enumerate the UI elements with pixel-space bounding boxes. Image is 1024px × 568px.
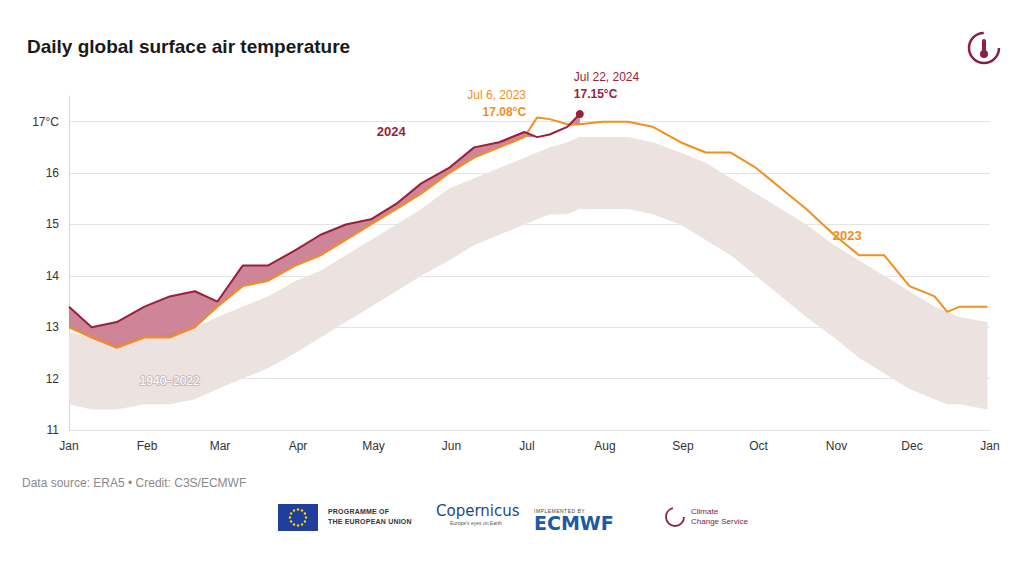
svg-text:17°C: 17°C — [32, 115, 59, 129]
svg-text:Mar: Mar — [210, 439, 231, 453]
svg-text:Jun: Jun — [442, 439, 461, 453]
svg-text:Jan: Jan — [980, 439, 999, 453]
svg-text:May: May — [362, 439, 385, 453]
svg-text:14: 14 — [46, 269, 60, 283]
svg-text:Sep: Sep — [672, 439, 694, 453]
svg-text:11: 11 — [47, 423, 60, 437]
svg-text:Feb: Feb — [137, 439, 158, 453]
svg-text:12: 12 — [46, 372, 60, 386]
svg-text:2023: 2023 — [833, 228, 862, 243]
svg-text:17.15°C: 17.15°C — [574, 87, 618, 101]
svg-text:Apr: Apr — [289, 439, 308, 453]
html-text:Europe's eyes on Earth: Europe's eyes on Earth — [450, 520, 502, 526]
html-text:Climate: Climate — [691, 507, 719, 516]
svg-text:Oct: Oct — [749, 439, 768, 453]
html-text:THE EUROPEAN UNION: THE EUROPEAN UNION — [328, 518, 412, 525]
svg-text:1940–2022: 1940–2022 — [140, 374, 200, 388]
svg-text:2024: 2024 — [377, 124, 407, 139]
html-text:Data source: ERA5 • Credit: C3: Data source: ERA5 • Credit: C3S/ECMWF — [22, 476, 247, 490]
svg-text:Daily global surface air tempe: Daily global surface air temperature — [27, 36, 350, 57]
svg-text:Jul 6, 2023: Jul 6, 2023 — [467, 88, 526, 102]
html-text:Copernicus: Copernicus — [436, 502, 520, 520]
html-text:ECMWF: ECMWF — [534, 512, 614, 534]
svg-text:17.08°C: 17.08°C — [483, 105, 527, 119]
svg-text:15: 15 — [46, 217, 60, 231]
svg-text:Aug: Aug — [594, 439, 615, 453]
svg-text:16: 16 — [46, 166, 60, 180]
svg-text:Jan: Jan — [59, 439, 78, 453]
svg-text:13: 13 — [46, 320, 60, 334]
svg-text:Nov: Nov — [826, 439, 847, 453]
svg-text:Jul 22, 2024: Jul 22, 2024 — [574, 70, 640, 84]
html-text:IMPLEMENTED BY: IMPLEMENTED BY — [534, 508, 586, 514]
html-text:PROGRAMME OF: PROGRAMME OF — [328, 508, 390, 515]
svg-text:Dec: Dec — [901, 439, 922, 453]
svg-text:Jul: Jul — [519, 439, 534, 453]
html-text:Change Service: Change Service — [691, 517, 748, 526]
